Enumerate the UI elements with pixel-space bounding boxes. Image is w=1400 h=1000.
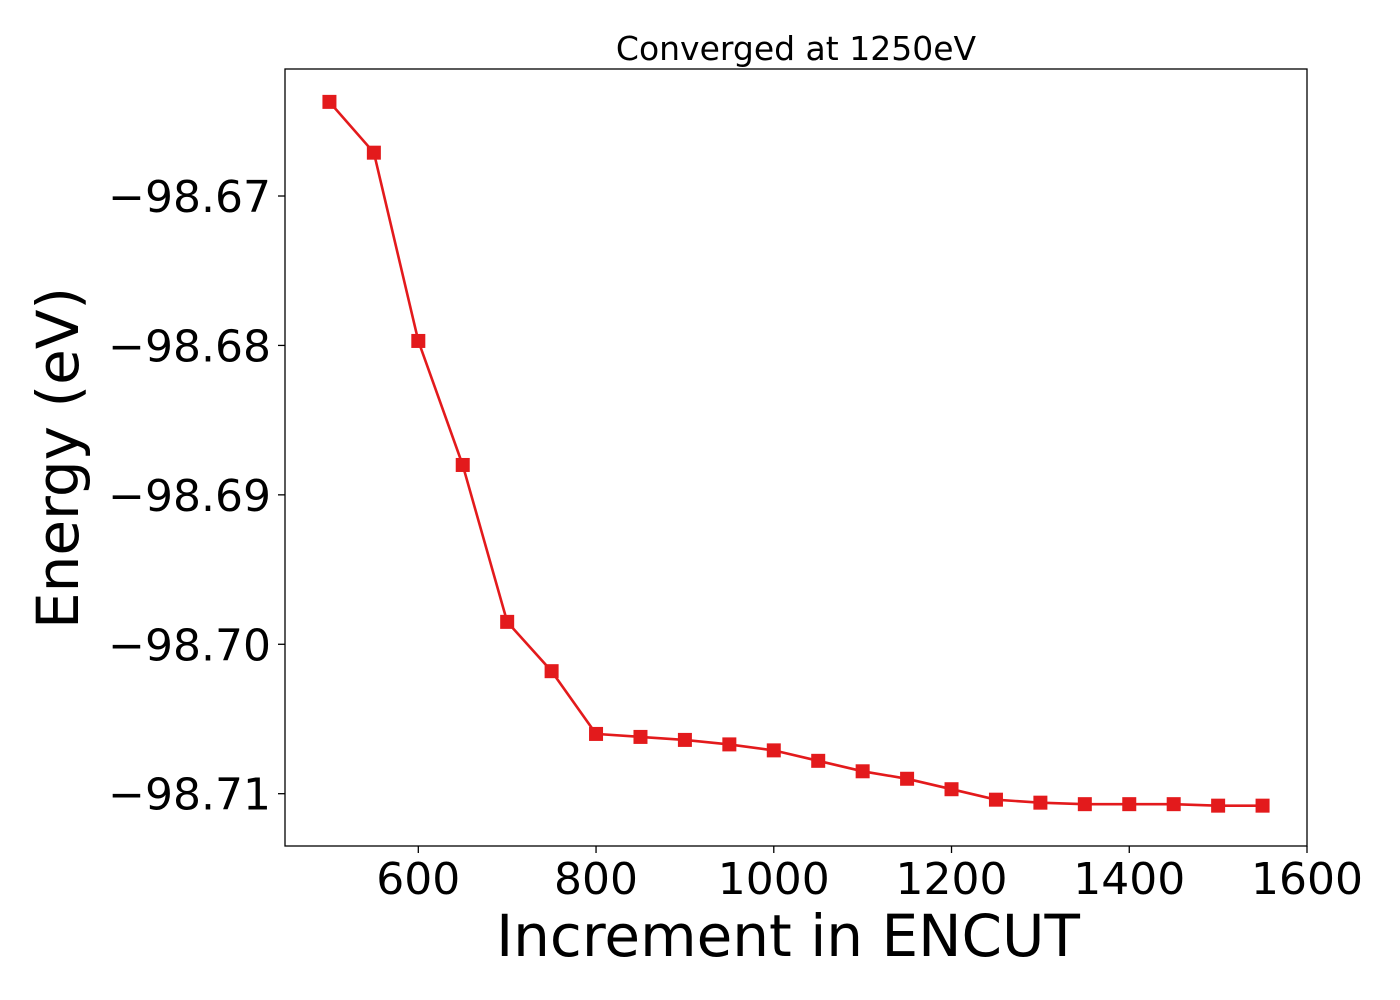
y-axis-ticks: −98.67 −98.68 −98.69 −98.70 −98.71 bbox=[108, 172, 285, 821]
series-layer bbox=[322, 94, 1270, 813]
data-point-marker bbox=[1166, 797, 1181, 812]
x-axis-ticks: 600 800 1000 1200 1400 1600 bbox=[376, 846, 1363, 905]
y-tick-label: −98.70 bbox=[108, 620, 271, 671]
y-tick-label: −98.69 bbox=[108, 471, 271, 522]
y-tick-label: −98.67 bbox=[108, 172, 271, 223]
data-point-marker bbox=[855, 764, 870, 779]
data-point-marker bbox=[766, 743, 781, 758]
x-tick-label: 600 bbox=[376, 854, 460, 905]
y-tick-label: −98.71 bbox=[108, 770, 271, 821]
x-tick-label: 1000 bbox=[718, 854, 830, 905]
x-tick-label: 1600 bbox=[1251, 854, 1363, 905]
data-point-marker bbox=[1122, 797, 1137, 812]
data-point-marker bbox=[1255, 798, 1270, 813]
data-point-marker bbox=[322, 94, 337, 109]
plot-frame bbox=[284, 68, 1308, 847]
y-tick-label: −98.68 bbox=[108, 321, 271, 372]
data-point-marker bbox=[411, 333, 426, 348]
data-point-marker bbox=[455, 457, 470, 472]
data-point-marker bbox=[677, 732, 692, 747]
data-point-marker bbox=[900, 771, 915, 786]
data-point-marker bbox=[544, 664, 559, 679]
x-axis-label: Increment in ENCUT bbox=[496, 902, 1080, 970]
chart-title: Converged at 1250eV bbox=[616, 29, 977, 68]
y-axis-label: Energy (eV) bbox=[24, 287, 92, 629]
x-tick-label: 1200 bbox=[896, 854, 1008, 905]
data-point-marker bbox=[500, 614, 515, 629]
x-tick-label: 1400 bbox=[1073, 854, 1185, 905]
data-point-marker bbox=[1211, 798, 1226, 813]
x-tick-label: 800 bbox=[554, 854, 638, 905]
data-point-marker bbox=[811, 753, 826, 768]
data-point-marker bbox=[988, 792, 1003, 807]
data-point-marker bbox=[1077, 797, 1092, 812]
data-point-marker bbox=[366, 145, 381, 160]
data-point-marker bbox=[944, 782, 959, 797]
data-point-marker bbox=[722, 737, 737, 752]
series-line bbox=[328, 101, 1263, 808]
data-point-marker bbox=[633, 729, 648, 744]
plot-area: 600 800 1000 1200 1400 1600 −98.67−98.68−98.6… bbox=[108, 68, 1363, 905]
data-point-marker bbox=[1033, 795, 1048, 810]
data-point-marker bbox=[589, 726, 604, 741]
